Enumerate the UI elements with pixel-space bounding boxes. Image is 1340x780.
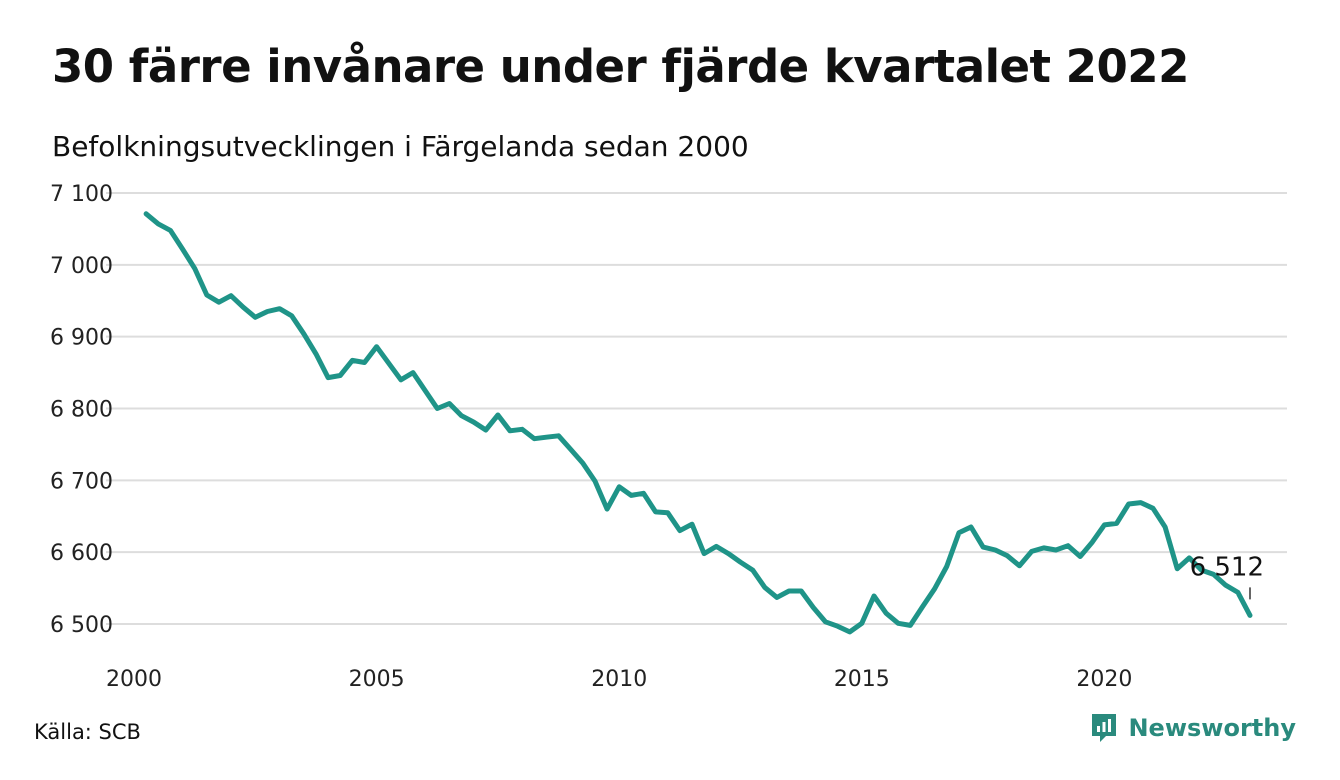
brand-name: Newsworthy [1128, 714, 1296, 742]
x-axis: 2000 2005 2010 2015 2020 [106, 667, 1132, 692]
y-axis: 6 500 6 600 6 700 6 800 6 900 7 000 7 100 [50, 182, 113, 638]
grid-lines [106, 192, 1287, 625]
brand-logo[interactable]: Newsworthy [1090, 712, 1296, 744]
y-tick-label: 6 800 [50, 398, 113, 423]
y-tick-label: 6 900 [50, 326, 113, 351]
x-tick-label: 2010 [591, 667, 647, 692]
series-group [143, 211, 1253, 635]
x-tick-label: 2005 [349, 667, 405, 692]
chart-subtitle: Befolkningsutvecklingen i Färgelanda sed… [52, 130, 749, 163]
source-note: Källa: SCB [34, 720, 141, 744]
newsworthy-logo-icon [1092, 714, 1117, 742]
y-tick-label: 6 500 [50, 613, 113, 638]
chart-title: 30 färre invånare under fjärde kvartalet… [52, 40, 1189, 93]
y-tick-label: 6 600 [50, 541, 113, 566]
series-line [143, 211, 1253, 635]
end-value-label: 6 512 [1190, 552, 1264, 582]
y-tick-label: 6 700 [50, 469, 113, 494]
y-tick-label: 7 000 [50, 254, 113, 279]
y-tick-label: 7 100 [50, 182, 113, 207]
x-tick-label: 2000 [106, 667, 162, 692]
x-tick-label: 2015 [834, 667, 890, 692]
annotations: 6 512 [1190, 552, 1264, 600]
x-tick-label: 2020 [1076, 667, 1132, 692]
